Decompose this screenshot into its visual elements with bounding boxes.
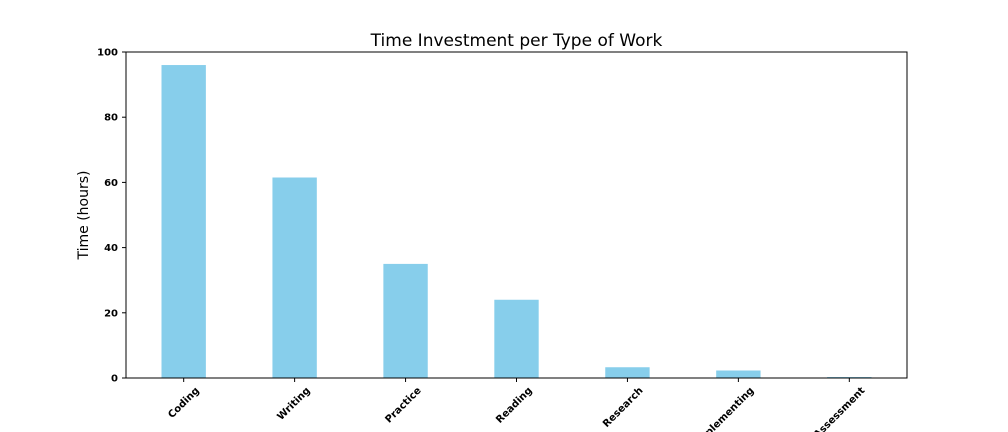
- x-tick-label: Practice: [383, 385, 423, 425]
- y-tick-label: 40: [104, 243, 118, 254]
- y-axis-ticks: 0 20 40 60 80 100: [97, 48, 126, 385]
- y-tick-label: 60: [104, 178, 118, 189]
- chart-title: Time Investment per Type of Work: [370, 31, 663, 51]
- bar-practice: [383, 263, 428, 378]
- x-tick-label: Research: [601, 385, 646, 430]
- y-tick-label: 80: [104, 113, 118, 124]
- x-tick-label: Writing: [275, 385, 312, 422]
- bar-research: [605, 367, 650, 378]
- x-tick-label: Coding: [166, 385, 201, 420]
- x-tick-label: Implementing: [693, 385, 756, 432]
- y-tick-label: 0: [111, 374, 118, 385]
- plot-frame: [125, 51, 908, 379]
- bar-writing: [272, 177, 317, 378]
- y-tick-label: 20: [104, 308, 118, 319]
- x-axis-ticks: Coding Writing Practice Reading Research Impl…: [166, 378, 868, 432]
- bars-group: [161, 65, 872, 378]
- x-tick-label: Reading: [494, 385, 534, 425]
- bar-reading: [494, 299, 539, 378]
- y-tick-label: 100: [97, 48, 118, 59]
- x-tick-label: Assessment: [812, 385, 868, 432]
- y-axis-label: Time (hours): [76, 171, 92, 261]
- bar-coding: [161, 65, 206, 378]
- bar-implementing: [716, 370, 761, 378]
